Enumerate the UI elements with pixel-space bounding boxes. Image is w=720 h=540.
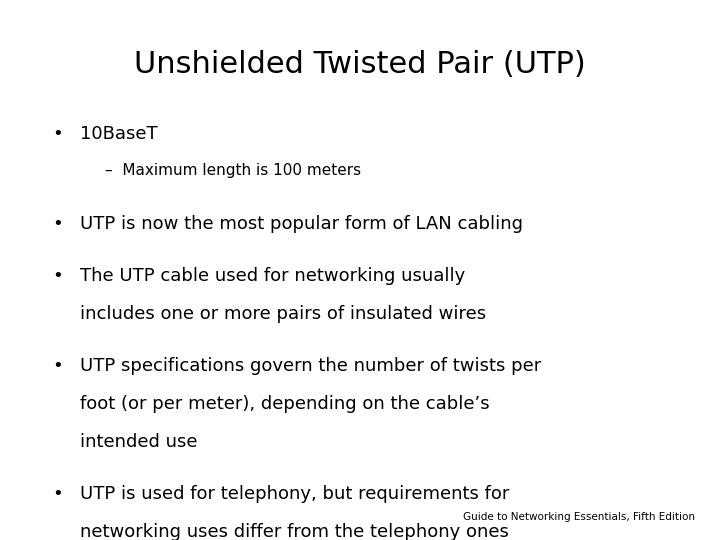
Text: intended use: intended use xyxy=(80,433,197,451)
Text: UTP specifications govern the number of twists per: UTP specifications govern the number of … xyxy=(80,357,541,375)
Text: Guide to Networking Essentials, Fifth Edition: Guide to Networking Essentials, Fifth Ed… xyxy=(463,512,695,522)
Text: •: • xyxy=(52,267,63,285)
Text: 10BaseT: 10BaseT xyxy=(80,125,158,143)
Text: –  Maximum length is 100 meters: – Maximum length is 100 meters xyxy=(105,163,361,178)
Text: foot (or per meter), depending on the cable’s: foot (or per meter), depending on the ca… xyxy=(80,395,490,413)
Text: •: • xyxy=(52,125,63,143)
Text: networking uses differ from the telephony ones: networking uses differ from the telephon… xyxy=(80,523,509,540)
Text: includes one or more pairs of insulated wires: includes one or more pairs of insulated … xyxy=(80,305,486,323)
Text: •: • xyxy=(52,215,63,233)
Text: Unshielded Twisted Pair (UTP): Unshielded Twisted Pair (UTP) xyxy=(134,50,586,79)
Text: UTP is used for telephony, but requirements for: UTP is used for telephony, but requireme… xyxy=(80,485,509,503)
Text: •: • xyxy=(52,485,63,503)
Text: The UTP cable used for networking usually: The UTP cable used for networking usuall… xyxy=(80,267,465,285)
Text: •: • xyxy=(52,357,63,375)
Text: UTP is now the most popular form of LAN cabling: UTP is now the most popular form of LAN … xyxy=(80,215,523,233)
